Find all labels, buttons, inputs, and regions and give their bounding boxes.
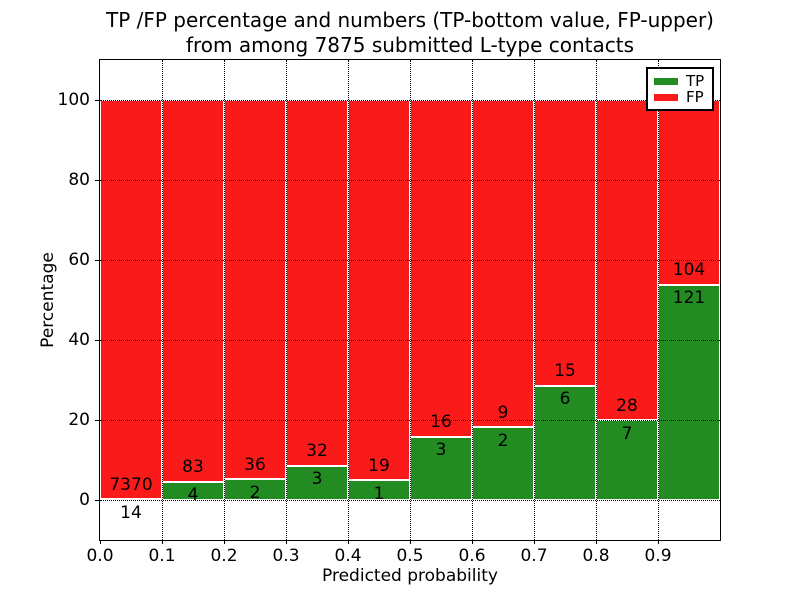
fp-count-label: 83 bbox=[182, 457, 204, 478]
y-tick-label: 20 bbox=[68, 410, 90, 430]
x-axis-tick bbox=[223, 540, 225, 544]
tp-count-label: 14 bbox=[120, 502, 142, 523]
y-axis-tick bbox=[95, 419, 100, 421]
x-axis-tick bbox=[347, 540, 349, 544]
x-tick-label: 0.6 bbox=[458, 546, 486, 566]
y-axis-tick bbox=[95, 99, 100, 101]
gridline-vertical bbox=[596, 60, 597, 540]
x-tick-label: 0.1 bbox=[148, 546, 176, 566]
fp-count-label: 19 bbox=[368, 455, 390, 476]
x-tick-label: 0.4 bbox=[334, 546, 362, 566]
tp-count-label: 1 bbox=[373, 483, 385, 504]
fp-count-label: 15 bbox=[554, 361, 576, 382]
tp-count-label: 2 bbox=[497, 430, 509, 451]
gridline-vertical bbox=[286, 60, 287, 540]
y-tick-label: 60 bbox=[68, 250, 90, 270]
x-tick-label: 0.9 bbox=[644, 546, 672, 566]
legend-entry-fp: FP bbox=[654, 87, 706, 106]
bar-fp-segment bbox=[286, 100, 348, 466]
x-tick-label: 0.5 bbox=[396, 546, 424, 566]
y-tick-label: 0 bbox=[79, 490, 90, 510]
bar-tp-segment bbox=[472, 427, 534, 500]
legend-tp-label: TP bbox=[686, 71, 705, 90]
y-axis-tick bbox=[95, 259, 100, 261]
x-axis-tick bbox=[161, 540, 163, 544]
x-axis-tick bbox=[409, 540, 411, 544]
bar-fp-segment bbox=[534, 100, 596, 386]
x-tick-label: 0.0 bbox=[86, 546, 114, 566]
y-tick-label: 100 bbox=[57, 90, 90, 110]
tp-count-label: 7 bbox=[621, 423, 633, 444]
tp-count-label: 2 bbox=[249, 482, 261, 503]
x-axis-tick bbox=[595, 540, 597, 544]
x-axis-tick bbox=[99, 540, 101, 544]
tp-count-label: 3 bbox=[435, 440, 447, 461]
tp-count-label: 4 bbox=[187, 485, 199, 506]
x-tick-label: 0.3 bbox=[272, 546, 300, 566]
y-tick-label: 80 bbox=[68, 170, 90, 190]
gridline-vertical bbox=[534, 60, 535, 540]
bar-fp-segment bbox=[224, 100, 286, 479]
tp-count-label: 121 bbox=[672, 288, 706, 309]
bar-fp-segment bbox=[472, 100, 534, 428]
gridline-vertical bbox=[348, 60, 349, 540]
chart-title-line2: from among 7875 submitted L-type contact… bbox=[185, 33, 635, 57]
y-axis-tick bbox=[95, 179, 100, 181]
gridline-vertical bbox=[410, 60, 411, 540]
legend: TP FP bbox=[646, 67, 714, 111]
legend-entry-tp: TP bbox=[654, 71, 706, 90]
x-axis-tick bbox=[471, 540, 473, 544]
gridline-vertical bbox=[162, 60, 163, 540]
bar-tp-segment bbox=[534, 385, 596, 500]
x-axis-label: Predicted probability bbox=[322, 566, 498, 586]
bar-tp-segment bbox=[286, 465, 348, 500]
chart-title-line1: TP /FP percentage and numbers (TP-bottom… bbox=[106, 8, 714, 32]
fp-count-label: 9 bbox=[497, 402, 509, 423]
gridline-vertical bbox=[658, 60, 659, 540]
legend-fp-swatch bbox=[654, 93, 678, 101]
x-tick-label: 0.8 bbox=[582, 546, 610, 566]
fp-count-label: 28 bbox=[616, 395, 638, 416]
x-tick-label: 0.7 bbox=[520, 546, 548, 566]
x-tick-label: 0.2 bbox=[210, 546, 238, 566]
x-axis-tick bbox=[533, 540, 535, 544]
chart-title: TP /FP percentage and numbers (TP-bottom… bbox=[100, 8, 720, 58]
y-axis-tick bbox=[95, 499, 100, 501]
gridline-vertical bbox=[472, 60, 473, 540]
fp-count-label: 104 bbox=[672, 260, 706, 281]
fp-count-label: 16 bbox=[430, 412, 452, 433]
fp-count-label: 32 bbox=[306, 441, 328, 462]
bar-fp-segment bbox=[658, 100, 720, 285]
x-axis-tick bbox=[657, 540, 659, 544]
gridline-vertical bbox=[224, 60, 225, 540]
bar-fp-segment bbox=[348, 100, 410, 480]
legend-tp-swatch bbox=[654, 77, 678, 85]
bar-fp-segment bbox=[162, 100, 224, 482]
fp-count-label: 36 bbox=[244, 454, 266, 475]
x-axis-tick bbox=[285, 540, 287, 544]
tp-count-label: 3 bbox=[311, 469, 323, 490]
bar-tp-segment bbox=[658, 284, 720, 500]
y-tick-label: 40 bbox=[68, 330, 90, 350]
tp-count-label: 6 bbox=[559, 389, 571, 410]
fp-count-label: 7370 bbox=[109, 474, 153, 495]
y-axis-tick bbox=[95, 339, 100, 341]
legend-fp-label: FP bbox=[686, 87, 704, 106]
plot-area: 0 20 40 60 80 100 0.0 0.1 0.2 0.3 0.4 0.5 0.6 0.7 0.8 0… bbox=[58, 59, 721, 566]
bar-tp-segment bbox=[410, 436, 472, 500]
bar-fp-segment bbox=[100, 100, 162, 500]
bar-fp-segment bbox=[410, 100, 472, 437]
